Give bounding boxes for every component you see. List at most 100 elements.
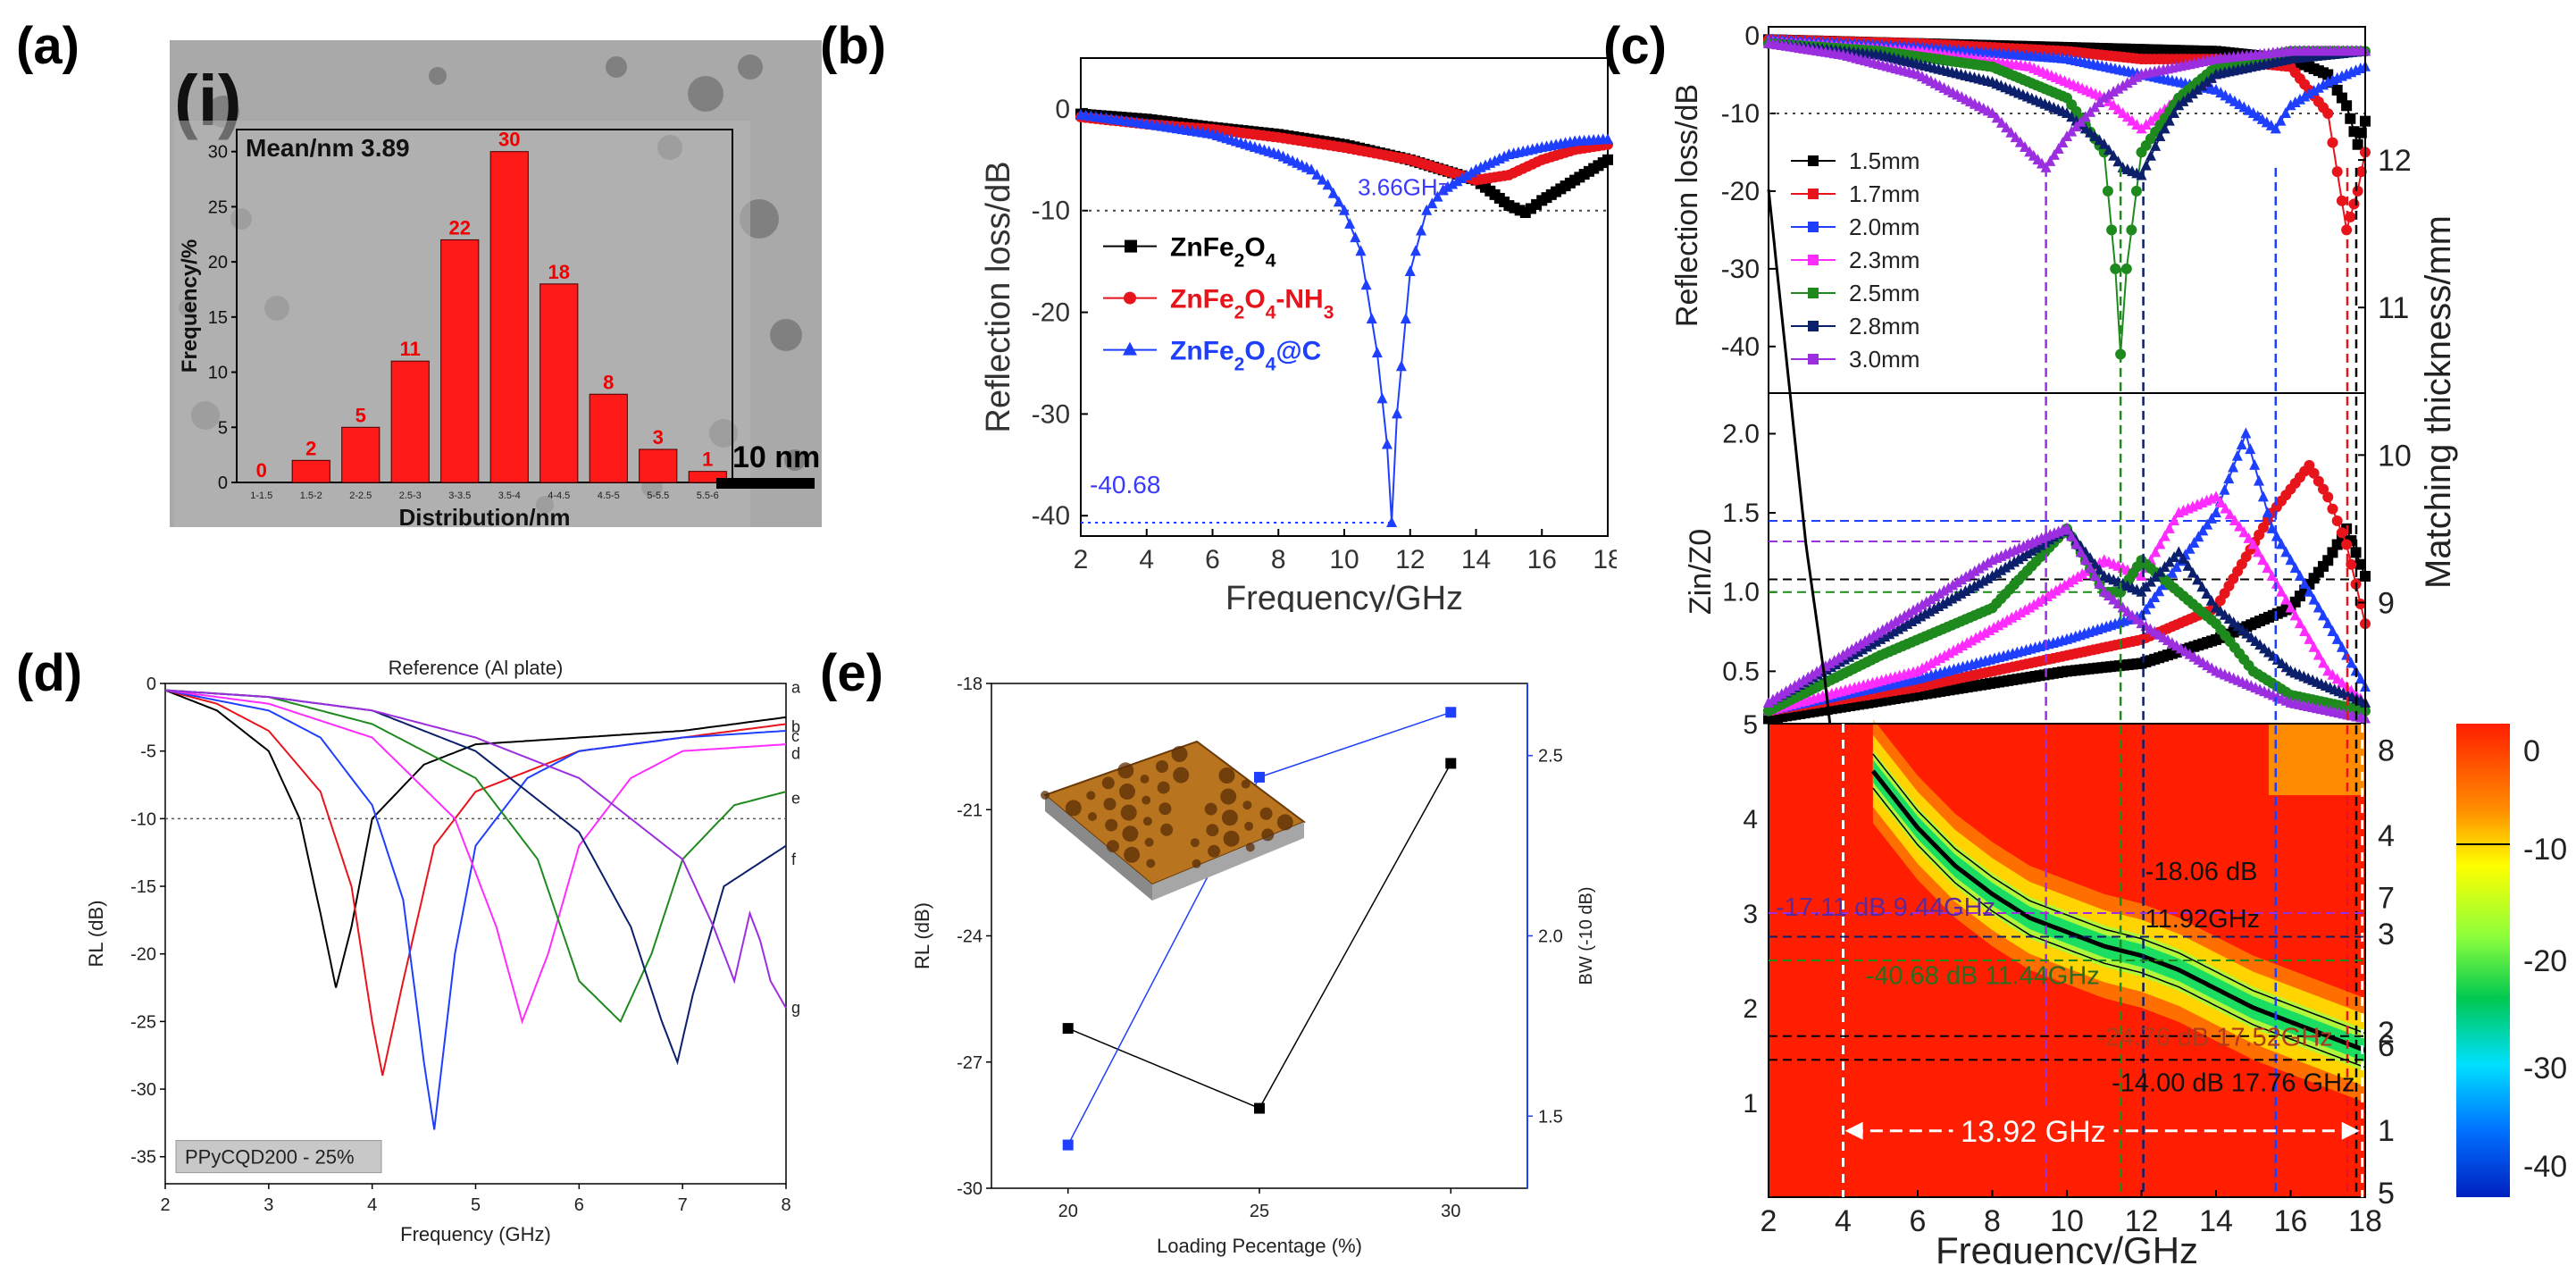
chart-b-legend-marker bbox=[1123, 341, 1137, 356]
chart-c-top-series-5-point bbox=[2159, 122, 2170, 134]
histogram-bar-label: 5 bbox=[355, 404, 366, 426]
chart-c-top-ytick-label: 0 bbox=[1744, 21, 1760, 51]
chart-c-mid-series-6-point bbox=[1925, 593, 1936, 605]
chart-b-series-2-point bbox=[1306, 163, 1317, 175]
chart-c-mid-series-6-point bbox=[1771, 691, 1783, 702]
chart-c-mid-series-2-point bbox=[2223, 473, 2235, 484]
histogram-tick-label: 1.5-2 bbox=[300, 490, 322, 501]
chart-c-top-series-1-point bbox=[2352, 185, 2363, 197]
chart-c-top-series-3-point bbox=[2136, 122, 2147, 134]
histogram-bar-label: 8 bbox=[603, 371, 614, 393]
chart-c-mid-series-3-point bbox=[2247, 538, 2259, 549]
chart-c-top-series-5-point bbox=[2173, 99, 2185, 111]
chart-d-xtick-label: 2 bbox=[160, 1195, 170, 1215]
chart-e-ytick-label: -21 bbox=[957, 800, 983, 820]
chart-c-mid-series-6-point bbox=[1894, 612, 1906, 624]
chart-b-series-2-point bbox=[1466, 166, 1477, 178]
heatmap-bandwidth-label-bg bbox=[1953, 1111, 2114, 1151]
chart-c-top-series-1-point bbox=[2336, 195, 2347, 206]
chart-b-series-2-point bbox=[1317, 173, 1328, 185]
chart-c-mid-series-2-point bbox=[2280, 546, 2292, 557]
chart-d-series-a bbox=[164, 689, 787, 988]
chart-c-top-series-6-point bbox=[2131, 71, 2143, 82]
chart-b-series-2-point bbox=[1421, 204, 1433, 215]
chart-b-xtick-label: 16 bbox=[1527, 545, 1557, 574]
histogram-tick-label: 5.5-6 bbox=[697, 490, 719, 501]
chart-b-series-2 bbox=[1080, 113, 1609, 524]
chart-b-xtick-label: 6 bbox=[1205, 545, 1220, 574]
chart-c-mid-series-5-point bbox=[2178, 553, 2189, 565]
heatmap-arrow-head bbox=[2341, 1121, 2360, 1140]
chart-b-series-2-point bbox=[1460, 169, 1472, 180]
chart-c-mid-series-6-point bbox=[1776, 688, 1787, 700]
chart-c-mid-series-2-point bbox=[2154, 585, 2165, 597]
chart-c-mid-series-5-point bbox=[2009, 556, 2020, 567]
chart-c-mid-series-6-point bbox=[1846, 643, 1858, 655]
panel-a: (i) Mean/nm 3.89 0 1-1.5 2 1.5-2 5 2-2.5 11 2.5-3… bbox=[170, 40, 822, 554]
chart-e-y2tick-label: 1.5 bbox=[1538, 1107, 1563, 1127]
chart-c-top-series-2-point bbox=[2294, 93, 2305, 105]
chart-c-top-series-6-point bbox=[2127, 74, 2138, 85]
chart-e-ytick-label: -30 bbox=[957, 1179, 983, 1199]
afm-inset-peak bbox=[1101, 776, 1115, 790]
afm-inset-peak bbox=[1146, 859, 1156, 868]
chart-b-series-2-point bbox=[1602, 133, 1613, 145]
chart-c-mid-series-6-point bbox=[1851, 641, 1862, 652]
chart-b-series-2-point bbox=[1404, 265, 1416, 277]
chart-c-top-series-6-point bbox=[2117, 80, 2129, 91]
colorbar-tick-label: -40 bbox=[2523, 1150, 2567, 1184]
chart-b-series-2-point bbox=[1442, 180, 1453, 192]
chart-e-y2label: BW (-10 dB) bbox=[1577, 886, 1596, 985]
chart-c-mid-series-3-point bbox=[2041, 590, 2053, 601]
chart-c-top-series-4-point bbox=[2130, 185, 2142, 197]
chart-b-series-2-point bbox=[1416, 224, 1427, 236]
nanoparticle-dot bbox=[207, 96, 239, 128]
histogram-ytick-label: 10 bbox=[208, 364, 228, 383]
chart-c-top-series-2-point bbox=[2299, 90, 2311, 102]
heatmap-xtick-label: 4 bbox=[1835, 1204, 1852, 1238]
chart-c-mid-series-3-point bbox=[2150, 546, 2162, 557]
chart-c-mid-series-6-point bbox=[1899, 609, 1911, 621]
chart-c-mid-series-1-point bbox=[2318, 483, 2329, 495]
chart-c-right-tick-label: 5 bbox=[2378, 1177, 2395, 1211]
chart-b-series-2-point bbox=[1447, 178, 1459, 189]
chart-d-curve-label: b bbox=[791, 717, 800, 735]
chart-c-top-series-6-point bbox=[2108, 86, 2120, 97]
chart-d-ytick-label: -35 bbox=[130, 1148, 156, 1168]
chart-c-mid-series-2-point bbox=[2170, 561, 2182, 573]
chart-d-info-box bbox=[175, 1140, 382, 1174]
chart-c-mid-series-6-point bbox=[1947, 579, 1959, 591]
chart-c-mid-series-2-point bbox=[2149, 591, 2161, 602]
chart-c-legend-marker bbox=[1808, 189, 1819, 199]
chart-c-mid-series-2-point bbox=[2219, 483, 2230, 495]
chart-c-top-series-5-point bbox=[2178, 95, 2189, 106]
nanoparticle-dot bbox=[738, 54, 763, 80]
chart-c-mid-series-1-point bbox=[2336, 527, 2347, 539]
chart-c-mid-ytick-label: 0.5 bbox=[1722, 657, 1760, 686]
chart-d-series-g bbox=[164, 689, 787, 1009]
heatmap-annotation: -24.76 dB 17.52GHz bbox=[2096, 1023, 2332, 1052]
chart-c-mid-series-3-point bbox=[2059, 579, 2070, 591]
chart-c-mid-series-3-point bbox=[2072, 571, 2084, 583]
afm-inset-peak bbox=[1204, 802, 1217, 816]
chart-c-mid-series-6-point bbox=[1969, 565, 1980, 576]
chart-c-mid-series-5-point bbox=[2173, 546, 2185, 557]
chart-c-mid-series-3-point bbox=[2318, 657, 2329, 668]
chart-d-xtick-label: 6 bbox=[574, 1195, 584, 1215]
chart-b-series-2-point bbox=[1376, 392, 1388, 404]
chart-e-series-rl-point bbox=[1254, 1102, 1265, 1114]
chart-c-mid-series-5-point bbox=[2187, 566, 2198, 578]
histogram-tick-label: 3.5-4 bbox=[498, 490, 521, 501]
chart-c-mid-series-6-point bbox=[1863, 632, 1875, 643]
chart-b-series-2-point bbox=[1451, 175, 1463, 187]
chart-c-top-series-5-point bbox=[2169, 106, 2180, 118]
histogram-tick-label: 4-4.5 bbox=[548, 490, 570, 501]
chart-c-mid-series-6-point bbox=[1881, 621, 1893, 633]
afm-inset-peak bbox=[1276, 814, 1293, 831]
chart-c-mid-series-6-point bbox=[1802, 671, 1814, 683]
heatmap-arrow-head bbox=[1844, 1121, 1863, 1140]
chart-c-mid-series-3-point bbox=[2262, 562, 2273, 574]
chart-c-mid-series-6-point bbox=[1824, 658, 1836, 669]
afm-inset-peak bbox=[1160, 823, 1174, 836]
histogram-bar-label: 18 bbox=[548, 261, 570, 283]
